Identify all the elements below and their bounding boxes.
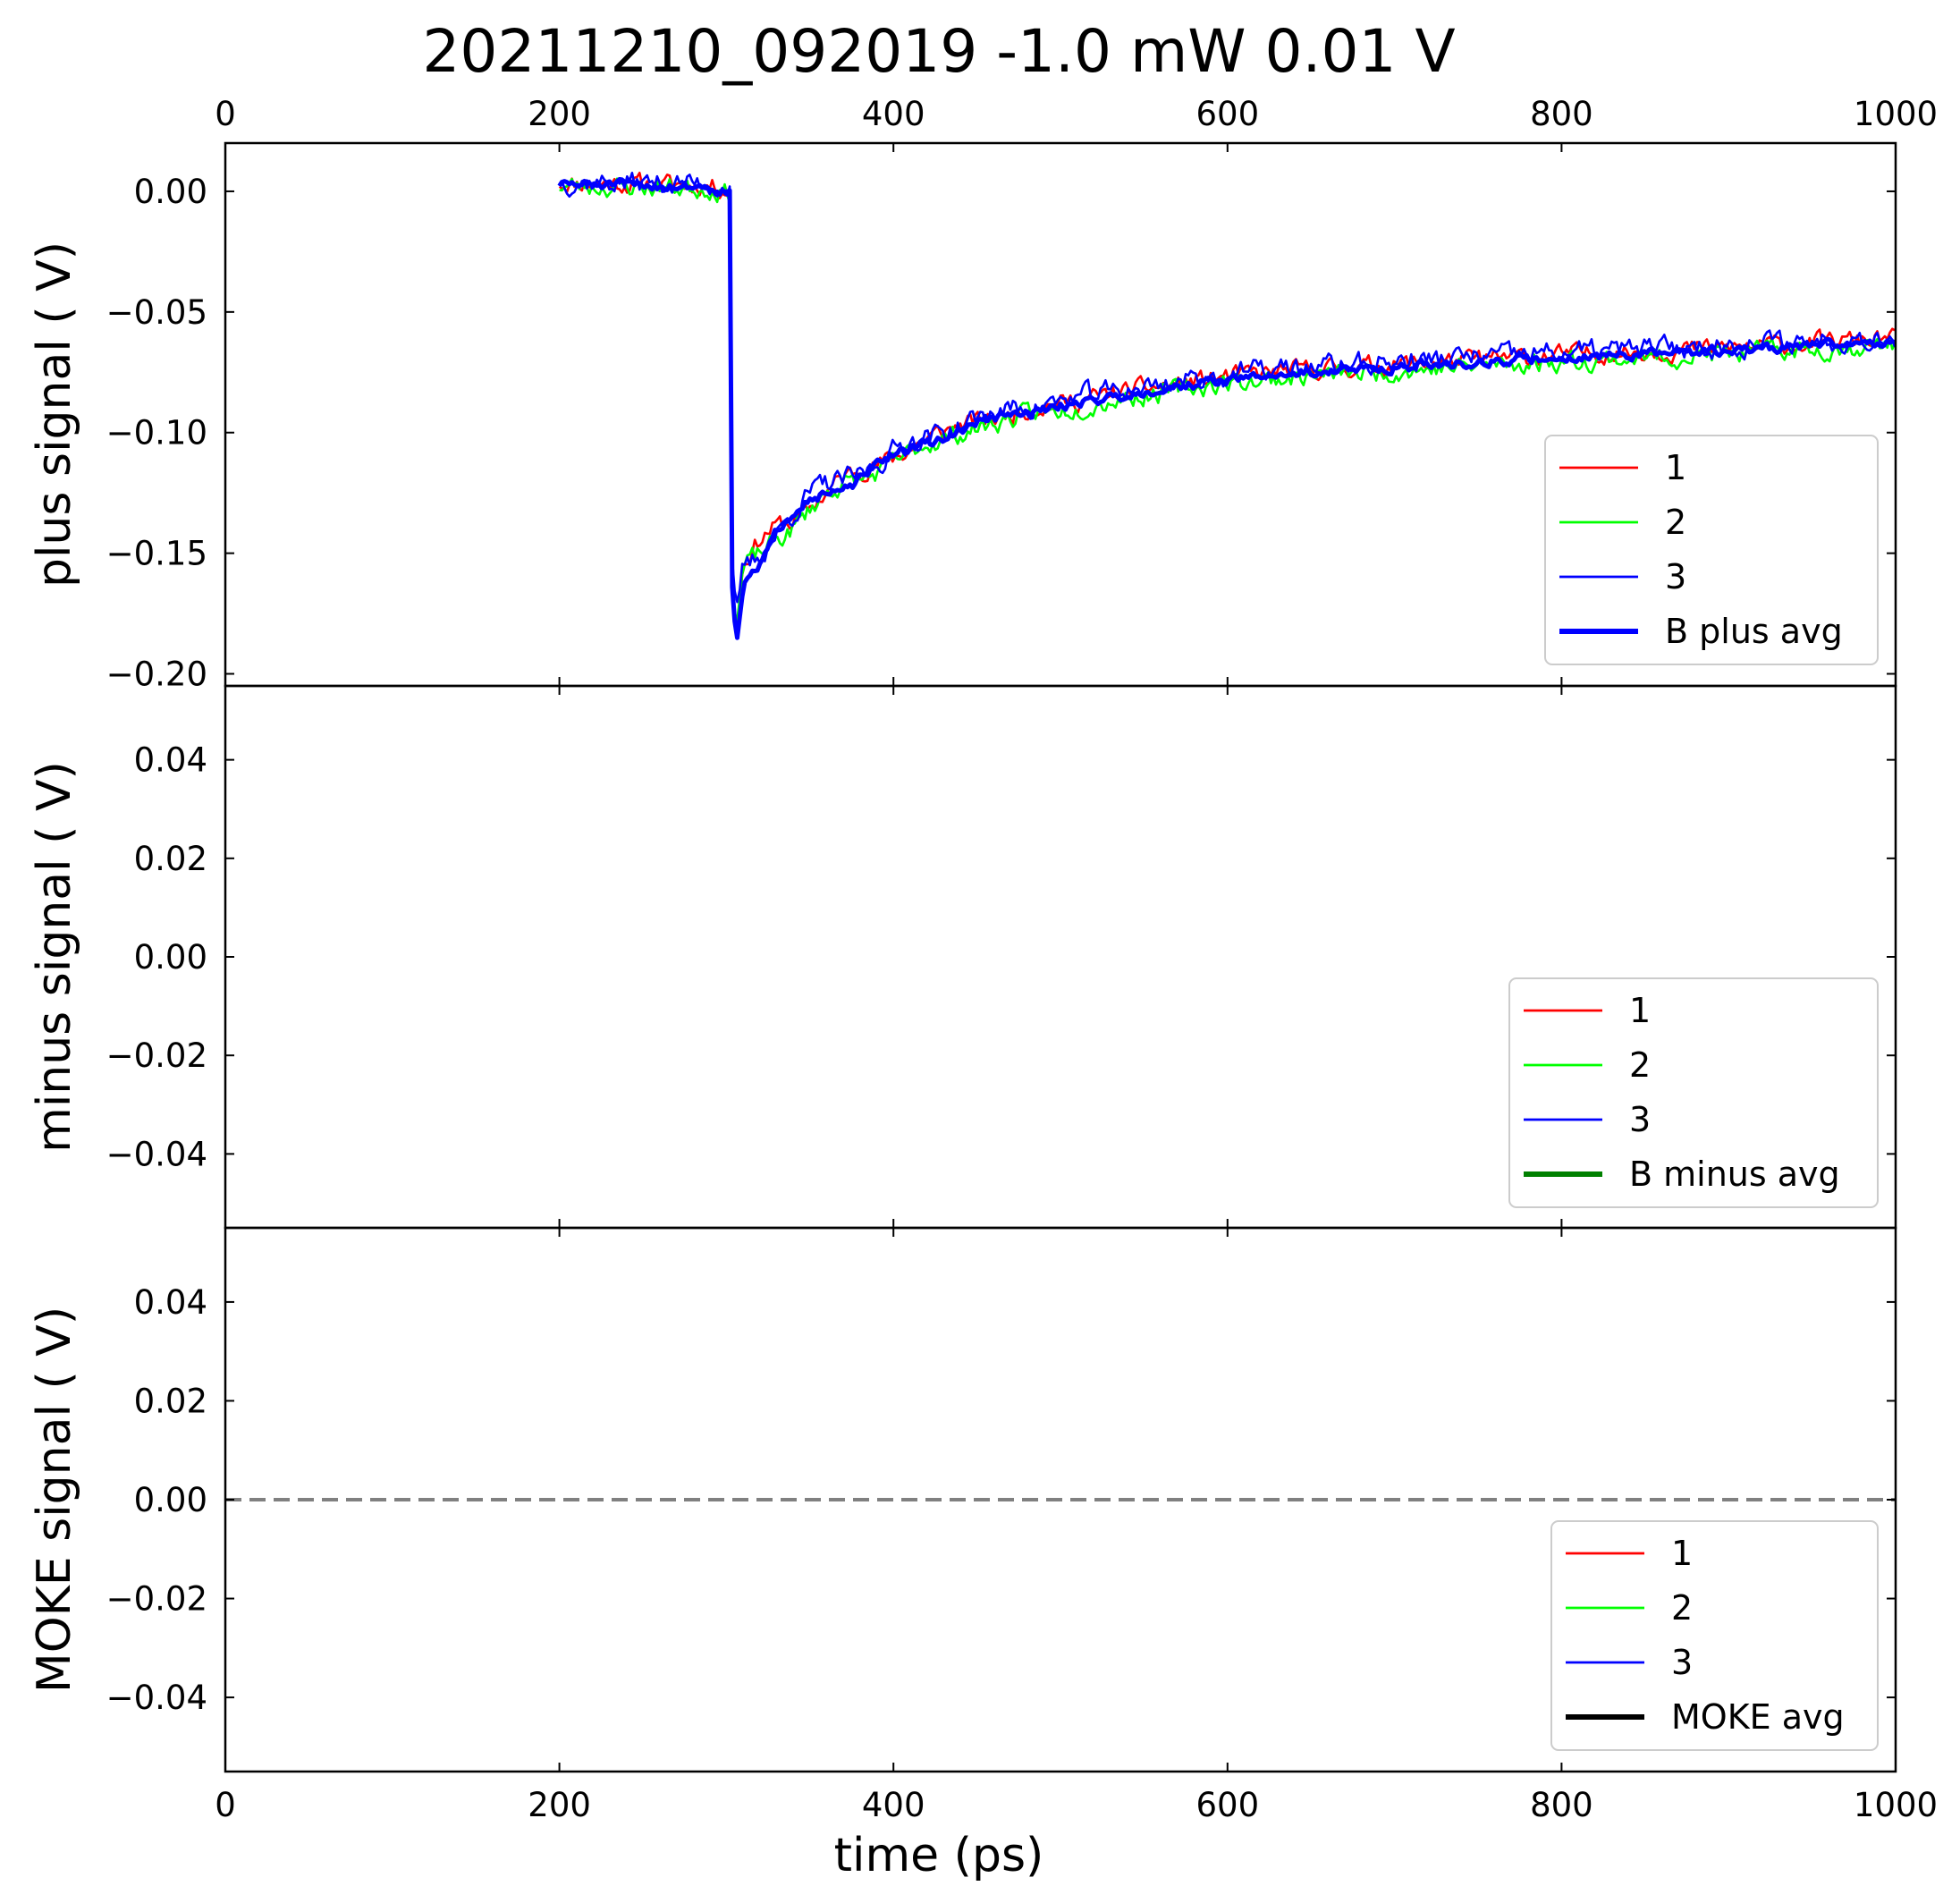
y-tick-label: −0.15 xyxy=(106,535,207,573)
legend-item: 3 xyxy=(1559,557,1686,596)
panel-top: 0 200 400 600 800 1000 0.00 −0.05 −0.10 −0.15 −0.2… xyxy=(28,95,1938,694)
legend-label: 2 xyxy=(1671,1588,1693,1628)
legend-item: 2 xyxy=(1524,1045,1651,1085)
legend-item: 3 xyxy=(1566,1643,1693,1682)
legend-item: B minus avg xyxy=(1524,1154,1840,1194)
x-tick-label-top: 800 xyxy=(1530,95,1593,133)
y-tick-label: 0.00 xyxy=(134,1481,207,1519)
legend-middle: 1 2 3 B minus avg xyxy=(1508,977,1879,1208)
x-tick-label-top: 200 xyxy=(528,95,591,133)
legend-label: 2 xyxy=(1629,1045,1651,1085)
legend-label: 1 xyxy=(1665,448,1686,487)
series-line-b-plus-avg xyxy=(557,177,1896,640)
legend-label: B minus avg xyxy=(1629,1154,1840,1194)
legend-bottom: 1 2 3 MOKE avg xyxy=(1550,1520,1879,1751)
legend-item: 2 xyxy=(1559,503,1686,542)
series-line-2 xyxy=(559,177,1896,622)
legend-top: 1 2 3 B plus avg xyxy=(1544,435,1879,665)
x-tick-label: 200 xyxy=(528,1786,591,1824)
legend-item: MOKE avg xyxy=(1566,1697,1845,1737)
y-tick-label: 0.00 xyxy=(134,173,207,211)
y-tick-label: −0.20 xyxy=(106,655,207,694)
legend-label: 3 xyxy=(1671,1643,1693,1682)
legend-item: 1 xyxy=(1524,991,1651,1030)
y-tick-label: 0.04 xyxy=(134,1283,207,1322)
y-tick-label: −0.04 xyxy=(106,1679,207,1717)
x-tick-label: 800 xyxy=(1530,1786,1593,1824)
legend-item: B plus avg xyxy=(1559,612,1843,651)
y-axis-label-middle: minus signal ( V) xyxy=(28,761,81,1153)
legend-label: B plus avg xyxy=(1665,612,1843,651)
x-tick-label: 0 xyxy=(215,1786,236,1824)
panel-bottom: 0 200 400 600 800 1000 0.04 0.02 0.00 −0.02 −0.04 M… xyxy=(28,1226,1938,1824)
y-tick-label: −0.02 xyxy=(106,1580,207,1619)
y-tick-label: −0.05 xyxy=(106,293,207,332)
legend-label: 3 xyxy=(1629,1100,1651,1139)
legend-label: 3 xyxy=(1665,557,1686,596)
y-tick-label: −0.04 xyxy=(106,1135,207,1173)
y-tick-label: 0.02 xyxy=(134,840,207,878)
y-tick-label: 0.02 xyxy=(134,1382,207,1420)
legend-item: 2 xyxy=(1566,1588,1693,1628)
x-tick-label: 600 xyxy=(1195,1786,1259,1824)
x-tick-label: 1000 xyxy=(1854,1786,1938,1824)
legend-box xyxy=(1508,977,1879,1208)
y-tick-label: −0.02 xyxy=(106,1036,207,1075)
y-tick-label: 0.00 xyxy=(134,938,207,977)
legend-box xyxy=(1544,435,1879,665)
legend-label: 1 xyxy=(1629,991,1651,1030)
panel-middle: 0.04 0.02 0.00 −0.02 −0.04 minus signal ( V) 1… xyxy=(28,684,1897,1230)
x-tick-label-top: 600 xyxy=(1195,95,1259,133)
x-tick-label: 400 xyxy=(862,1786,925,1824)
legend-label: 1 xyxy=(1671,1534,1693,1573)
figure-title: 20211210_092019 -1.0 mW 0.01 V xyxy=(422,17,1455,86)
y-axis-label-top: plus signal ( V) xyxy=(28,241,81,588)
legend-item: 1 xyxy=(1566,1534,1693,1573)
legend-box xyxy=(1550,1520,1879,1751)
x-tick-label-top: 0 xyxy=(215,95,236,133)
y-tick-label: −0.10 xyxy=(106,414,207,452)
x-tick-label-top: 1000 xyxy=(1854,95,1938,133)
panels: 0 200 400 600 800 1000 0.00 −0.05 −0.10 −0.15 −0.2… xyxy=(28,95,1938,1824)
plot-area-top xyxy=(557,172,1896,640)
legend-item: 1 xyxy=(1559,448,1686,487)
x-tick-label-top: 400 xyxy=(862,95,925,133)
legend-item: 3 xyxy=(1524,1100,1651,1139)
legend-label: MOKE avg xyxy=(1671,1697,1845,1737)
y-axis-label-bottom: MOKE signal ( V) xyxy=(28,1307,81,1693)
x-axis-label: time (ps) xyxy=(834,1829,1044,1882)
y-tick-label: 0.04 xyxy=(134,741,207,780)
legend-label: 2 xyxy=(1665,503,1686,542)
